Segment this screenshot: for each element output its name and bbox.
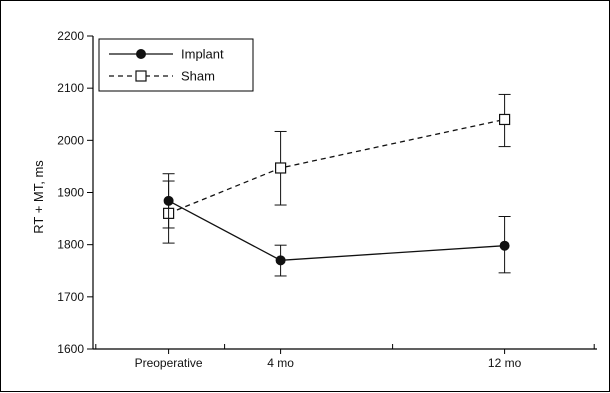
y-tick-label: 1600 (57, 342, 84, 356)
legend-sham-label: Sham (181, 69, 215, 84)
legend-implant-point (136, 49, 146, 59)
y-tick-label: 1800 (57, 238, 84, 252)
x-tick-label: 4 mo (267, 356, 294, 370)
sham-series-point (499, 113, 511, 126)
y-tick-label: 2000 (57, 133, 84, 147)
legend: Implant Sham (98, 38, 254, 92)
x-tick-label: 12 mo (488, 356, 522, 370)
legend-sham-point (135, 70, 147, 82)
series-layer (162, 93, 511, 277)
y-axis-label: RT + MT, ms (31, 160, 46, 234)
implant-series-point (499, 240, 510, 251)
x-tick-label: Preoperative (135, 356, 203, 370)
y-tick-label: 1900 (57, 186, 84, 200)
sham-series-line (168, 118, 505, 214)
y-tick-label: 1700 (57, 290, 84, 304)
sham-series (162, 93, 511, 244)
sham-series-point (275, 162, 287, 174)
legend-implant-label: Implant (181, 47, 224, 62)
axes-layer: 1600 1700 1800 1900 2000 2100 2200 Preoperative… (57, 29, 597, 370)
legend-box (98, 38, 254, 92)
implant-series-point (275, 255, 286, 266)
implant-series-line (168, 200, 505, 261)
y-tick-label: 2200 (57, 29, 84, 43)
implant-series (162, 173, 511, 277)
legend-items: Implant Sham (109, 47, 224, 84)
implant-series-point (163, 195, 174, 206)
y-tick-label: 2100 (57, 81, 84, 95)
